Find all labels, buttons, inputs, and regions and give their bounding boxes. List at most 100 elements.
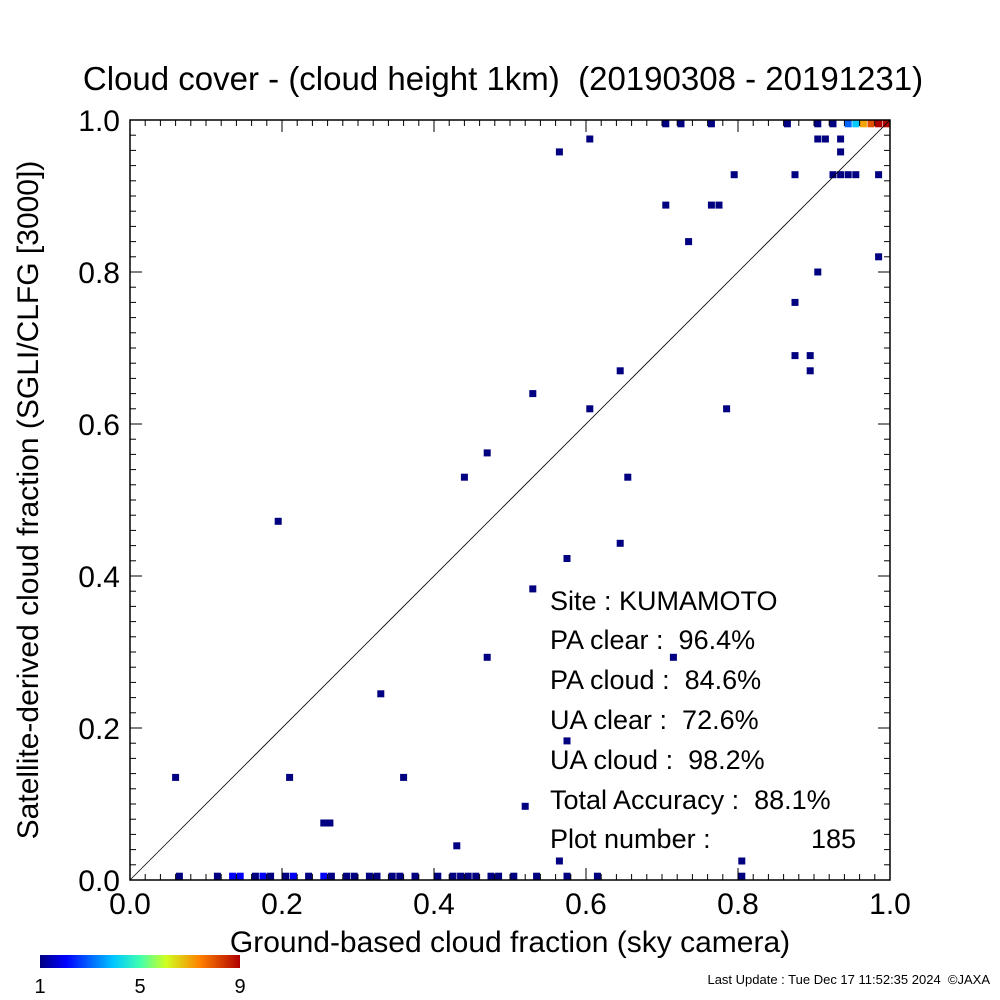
heatmap-cell (593, 872, 601, 880)
stats-ua-cloud: UA cloud : 98.2% (550, 745, 765, 775)
heatmap-cell (388, 872, 396, 880)
heatmap-cell (791, 352, 799, 360)
heatmap-cell (483, 449, 491, 457)
heatmap-cell (844, 171, 852, 179)
x-tick-labels: 0.0 0.2 0.4 0.6 0.8 1.0 (109, 888, 911, 921)
heatmap-cell (814, 135, 822, 143)
heatmap-cells (172, 120, 890, 880)
heatmap-cell (464, 872, 472, 880)
heatmap-cell (259, 872, 267, 880)
heatmap-cell (286, 773, 294, 781)
heatmap-cell (521, 802, 529, 810)
heatmap-cell (852, 120, 860, 128)
y-tick-labels: 0.0 0.2 0.4 0.6 0.8 1.0 (78, 105, 120, 898)
heatmap-cell (677, 120, 685, 128)
heatmap-cell (282, 872, 290, 880)
heatmap-cell (867, 120, 875, 128)
y-tick-label: 0.8 (78, 257, 120, 290)
heatmap-cell (829, 120, 837, 128)
heatmap-cell (624, 473, 632, 481)
x-tick-label: 0.2 (261, 888, 303, 921)
heatmap-cell (487, 872, 495, 880)
heatmap-cell (707, 201, 715, 209)
heatmap-cell (563, 555, 571, 562)
heatmap-cell (411, 872, 419, 880)
heatmap-cell (837, 135, 845, 143)
heatmap-cell (373, 872, 381, 880)
heatmap-cell (814, 120, 822, 128)
heatmap-cell (326, 819, 334, 827)
stats-pa-clear: PA clear : 96.4% (550, 625, 755, 655)
stats-pa-cloud: PA cloud : 84.6% (550, 665, 761, 695)
heatmap-cell (791, 298, 799, 306)
heatmap-cell (837, 171, 845, 179)
footer-last-update: Last Update : Tue Dec 17 11:52:35 2024 ©… (707, 972, 990, 987)
heatmap-cell (449, 872, 457, 880)
heatmap-cell (837, 148, 845, 156)
stats-ua-clear: UA clear : 72.6% (550, 705, 759, 735)
heatmap-cell (305, 872, 313, 880)
heatmap-cell (844, 120, 852, 128)
stats-total-accuracy: Total Accuracy : 88.1% (550, 785, 831, 815)
heatmap-cell (738, 857, 746, 865)
heatmap-cell (213, 872, 221, 880)
y-tick-label: 1.0 (78, 105, 120, 138)
heatmap-cell (555, 857, 563, 865)
heatmap-cell (821, 135, 829, 143)
heatmap-cell (350, 872, 358, 880)
heatmap-cell (529, 390, 537, 398)
colorbar-tick-label: 9 (234, 976, 245, 998)
heatmap-cell (685, 238, 693, 246)
x-tick-label: 0.8 (717, 888, 759, 921)
heatmap-cell (529, 585, 537, 593)
heatmap-cell (400, 773, 408, 781)
heatmap-cell (396, 872, 404, 880)
heatmap-cell (327, 872, 335, 880)
heatmap-cell (738, 872, 746, 880)
heatmap-cell (563, 737, 571, 745)
heatmap-cell (586, 135, 594, 143)
heatmap-cell (723, 405, 731, 413)
stats-box: Site : KUMAMOTO PA clear : 96.4% PA clou… (550, 586, 856, 854)
heatmap-cell (472, 872, 480, 880)
heatmap-cell (453, 842, 461, 850)
y-tick-label: 0.2 (78, 713, 120, 746)
heatmap-cell (175, 872, 183, 880)
heatmap-cell (510, 872, 518, 880)
heatmap-cell (806, 352, 814, 360)
heatmap-cell (783, 120, 791, 128)
heatmap-cell (229, 872, 237, 880)
heatmap-cell (715, 201, 723, 209)
colorbar-tick-label: 1 (34, 976, 45, 998)
y-tick-label: 0.4 (78, 561, 120, 594)
heatmap-cell (274, 517, 282, 525)
heatmap-cell (829, 171, 837, 179)
heatmap-cell (662, 120, 670, 128)
heatmap-cell (434, 872, 442, 880)
stats-site: Site : KUMAMOTO (550, 586, 778, 616)
one-to-one-diagonal (129, 119, 891, 881)
heatmap-cell (172, 773, 180, 781)
heatmap-cell (236, 872, 244, 880)
heatmap-cell (320, 819, 328, 827)
heatmap-cell (707, 120, 715, 128)
heatmap-cell (669, 653, 677, 661)
axis-ticks (130, 120, 890, 880)
chart-title: Cloud cover - (cloud height 1km) (201903… (83, 60, 923, 97)
x-tick-label: 0.4 (413, 888, 455, 921)
y-axis-label: Satellite-derived cloud fraction (SGLI/C… (12, 161, 45, 840)
heatmap-cell (267, 872, 275, 880)
heatmap-cell (460, 473, 468, 481)
heatmap-cell (791, 171, 799, 179)
heatmap-cell (852, 171, 860, 179)
heatmap-cell (586, 405, 594, 413)
heatmap-cell (875, 253, 883, 261)
y-tick-label: 0.6 (78, 409, 120, 442)
stats-plot-number-value: 185 (811, 824, 856, 854)
heatmap-cell (806, 367, 814, 375)
heatmap-cell (875, 120, 883, 128)
heatmap-cell (616, 539, 624, 547)
heatmap-cell (495, 872, 503, 880)
heatmap-cell (662, 201, 670, 209)
heatmap-cell (457, 872, 465, 880)
